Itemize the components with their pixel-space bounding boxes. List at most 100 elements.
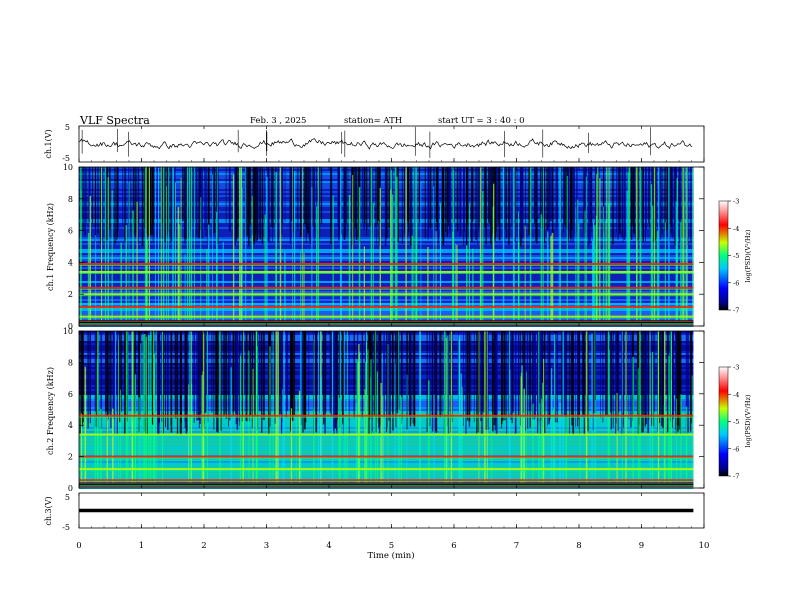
spectrogram-dark-column	[84, 167, 86, 236]
sferic-line	[552, 408, 555, 488]
spectrogram-dark-column	[663, 331, 665, 435]
spectrogram-dark-column	[556, 167, 558, 229]
sferic-line	[348, 194, 351, 326]
spectrogram-dark-column	[456, 167, 459, 232]
sferic-line	[550, 368, 553, 488]
sferic-line	[420, 181, 422, 326]
spectrogram-dark-column	[434, 331, 435, 434]
colorbar-tick-label: -4	[733, 391, 739, 399]
spectrogram-dark-column	[321, 167, 323, 224]
sferic-line	[112, 408, 114, 488]
spectrogram-dark-column	[573, 167, 575, 226]
sferic-line	[341, 234, 342, 326]
ch2-colorbar-label: log(PSD)(V²/Hz)	[744, 394, 752, 447]
sferic-line	[177, 207, 180, 326]
colorbar-tick-label: -6	[733, 445, 739, 453]
spectrogram-row	[79, 299, 694, 301]
spectrogram-dark-column	[386, 167, 388, 239]
spectrogram-dark-column	[616, 167, 617, 233]
spectrogram-row	[79, 265, 694, 267]
spectrogram-dark-column	[510, 331, 512, 420]
spectrogram-dark-column	[267, 167, 269, 241]
spectrogram-dark-column	[511, 167, 513, 227]
spectrogram-dark-column	[338, 167, 340, 241]
spectrogram-dark-column	[617, 167, 619, 240]
spectrogram-dark-column	[677, 331, 679, 432]
spectrogram-dark-column	[659, 331, 661, 415]
spectrogram-dark-column	[204, 167, 206, 230]
spectrogram-dark-column	[213, 167, 216, 234]
sferic-line	[345, 411, 347, 488]
spectrogram-dark-column	[199, 167, 201, 225]
sferic-line	[395, 167, 397, 326]
sferic-line	[461, 387, 463, 488]
spectrogram-dark-column	[466, 331, 469, 416]
ch1-spectrogram-image	[79, 167, 704, 327]
spectrogram-dark-column	[535, 167, 537, 222]
sferic-line	[370, 359, 372, 488]
spectrogram-dark-column	[473, 331, 475, 423]
sferic-line	[628, 167, 631, 326]
sferic-line	[80, 413, 83, 488]
sferic-line	[685, 167, 687, 326]
spectrogram-dark-column	[517, 331, 520, 416]
sferic-line	[577, 199, 579, 326]
ch2-spectrogram-ylabel: ch.2 Frequency (kHz)	[46, 367, 55, 455]
sferic-line	[146, 167, 147, 326]
spectrogram-dark-column	[483, 331, 485, 414]
spectrogram-dark-column	[164, 167, 166, 243]
spectrogram-dark-column	[615, 331, 618, 424]
spectrogram-dark-column	[556, 331, 558, 423]
spectrogram-dark-column	[274, 331, 275, 416]
spectrogram-dark-column	[246, 167, 248, 236]
spectrogram-dark-column	[563, 167, 565, 233]
spectrogram-dark-column	[357, 167, 360, 238]
spectrogram-dark-column	[330, 331, 332, 417]
spectrogram-dark-column	[647, 331, 650, 420]
sferic-line	[131, 331, 134, 488]
sferic-line	[539, 403, 541, 488]
spectrogram-dark-column	[549, 167, 552, 222]
sferic-line	[144, 167, 147, 326]
spectrogram-dark-column	[414, 331, 416, 427]
spectrogram-dark-column	[496, 167, 498, 223]
spectrogram-dark-column	[673, 167, 676, 240]
spectrogram-dark-column	[583, 167, 586, 238]
spectrogram-dark-column	[342, 331, 344, 415]
spectrogram-dark-column	[239, 331, 241, 426]
spectrogram-dark-column	[280, 167, 283, 235]
spectrogram-dark-column	[441, 331, 443, 415]
spectrogram-dark-column	[306, 167, 308, 233]
spectrogram-dark-column	[631, 167, 633, 240]
spectrogram-dark-column	[466, 167, 469, 225]
colorbar-tick-label: -3	[733, 198, 739, 206]
spectrogram-dark-column	[679, 331, 682, 435]
spectrogram-dark-column	[170, 331, 172, 426]
spectrogram-dark-column	[130, 167, 132, 231]
sferic-line	[575, 206, 577, 326]
spectrogram-dark-column	[622, 167, 624, 243]
sferic-line	[458, 335, 461, 488]
spectrogram-dark-column	[235, 331, 238, 425]
frequency-band	[79, 479, 694, 482]
spectrogram-dark-column	[215, 331, 217, 418]
sferic-line	[376, 371, 379, 488]
spectrogram-dark-column	[672, 331, 674, 419]
spectrogram-dark-column	[573, 167, 576, 234]
spectrogram-dark-column	[145, 167, 148, 235]
sferic-line	[283, 331, 285, 488]
sferic-line	[599, 178, 601, 326]
spectrogram-row	[79, 297, 694, 299]
spectrogram-dark-column	[100, 331, 103, 429]
spectrogram-dark-column	[92, 167, 93, 224]
spectrogram-dark-column	[338, 331, 341, 428]
spectrogram-dark-column	[670, 167, 672, 225]
ch1-waveform-frame	[78, 125, 705, 163]
spectrogram-dark-column	[87, 331, 89, 429]
sferic-line	[240, 167, 242, 326]
frequency-tick-label: 8	[68, 195, 73, 204]
frequency-tick-label: 0	[68, 322, 73, 331]
sferic-line	[636, 209, 637, 326]
spectrogram-dark-column	[587, 167, 590, 246]
sferic-line	[275, 172, 277, 326]
